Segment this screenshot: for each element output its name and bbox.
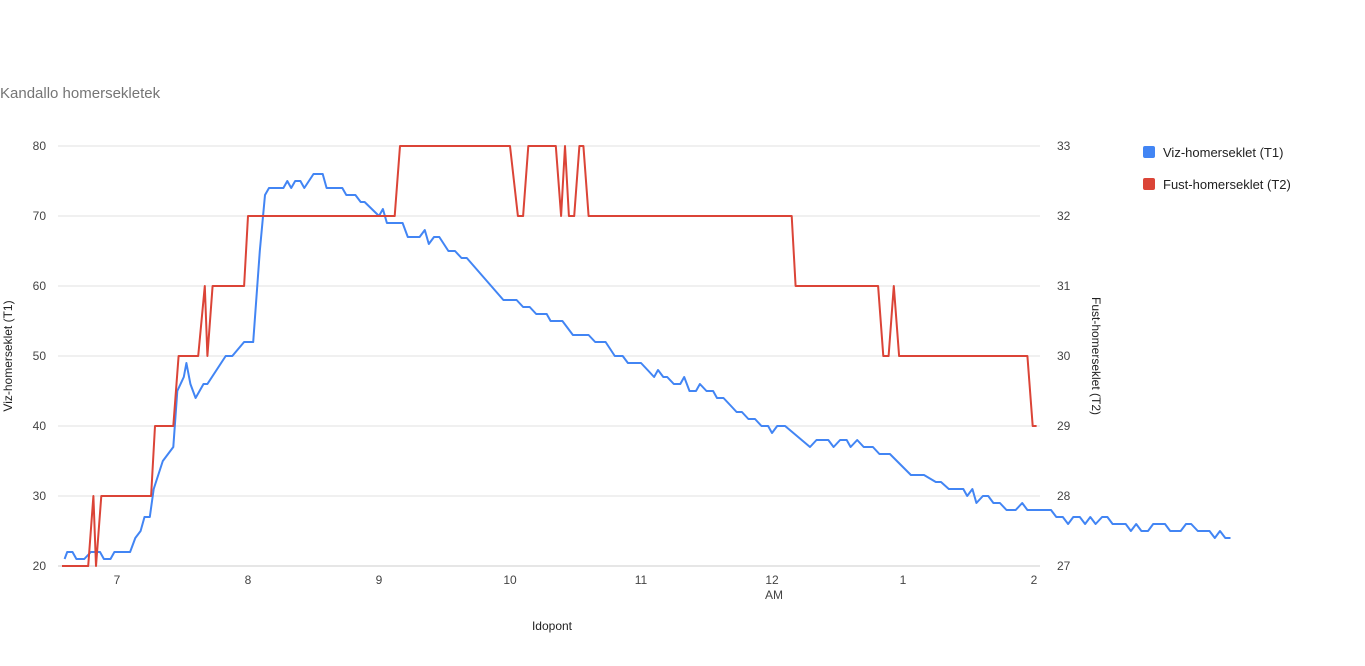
x-tick-label: 9	[376, 573, 383, 587]
left-tick-label: 20	[33, 559, 47, 573]
legend-label: Viz-homerseklet (T1)	[1163, 145, 1283, 160]
left-tick-label: 80	[33, 139, 47, 153]
right-tick-label: 30	[1057, 349, 1071, 363]
right-axis-title: Fust-homerseklet (T2)	[1089, 297, 1103, 415]
x-tick-label: 8	[245, 573, 252, 587]
gridlines	[58, 145, 1040, 567]
x-tick-label: 11	[635, 573, 648, 587]
right-tick-label: 27	[1057, 559, 1071, 573]
left-tick-label: 30	[33, 489, 47, 503]
right-tick-label: 29	[1057, 419, 1071, 433]
left-tick-label: 60	[33, 279, 47, 293]
legend-swatch	[1143, 178, 1155, 190]
chart-title: Kandallo homersekletek	[0, 85, 161, 102]
legend-item-1[interactable]: Viz-homerseklet (T1)	[1143, 145, 1283, 160]
x-tick-label: 10	[503, 573, 517, 587]
x-tick-label: 12	[765, 573, 779, 587]
right-tick-label: 33	[1057, 139, 1071, 153]
left-axis-title: Viz-homerseklet (T1)	[1, 300, 15, 411]
series-line-2	[62, 145, 1037, 567]
right-axis-ticks: 27 28 29 30 31 32 33	[1057, 139, 1071, 573]
x-tick-label: 2	[1031, 573, 1038, 587]
series-lines	[62, 145, 1231, 567]
legend-item-2[interactable]: Fust-homerseklet (T2)	[1143, 177, 1291, 192]
x-tick-label: 7	[114, 573, 121, 587]
legend[interactable]: Viz-homerseklet (T1) Fust-homerseklet (T2…	[1143, 145, 1291, 192]
x-period-label: AM	[765, 588, 783, 602]
left-tick-label: 50	[33, 349, 47, 363]
x-axis-ticks: 7 8 9 10 11 12 1 2	[114, 573, 1038, 587]
series-line-1	[63, 173, 1231, 560]
legend-swatch	[1143, 146, 1155, 158]
left-axis-ticks: 20 30 40 50 60 70 80	[33, 139, 47, 573]
left-tick-label: 40	[33, 419, 47, 433]
left-tick-label: 70	[33, 209, 47, 223]
right-tick-label: 28	[1057, 489, 1071, 503]
x-tick-label: 1	[900, 573, 907, 587]
legend-label: Fust-homerseklet (T2)	[1163, 177, 1291, 192]
x-axis-title: Idopont	[532, 619, 573, 633]
right-tick-label: 31	[1057, 279, 1071, 293]
right-tick-label: 32	[1057, 209, 1071, 223]
